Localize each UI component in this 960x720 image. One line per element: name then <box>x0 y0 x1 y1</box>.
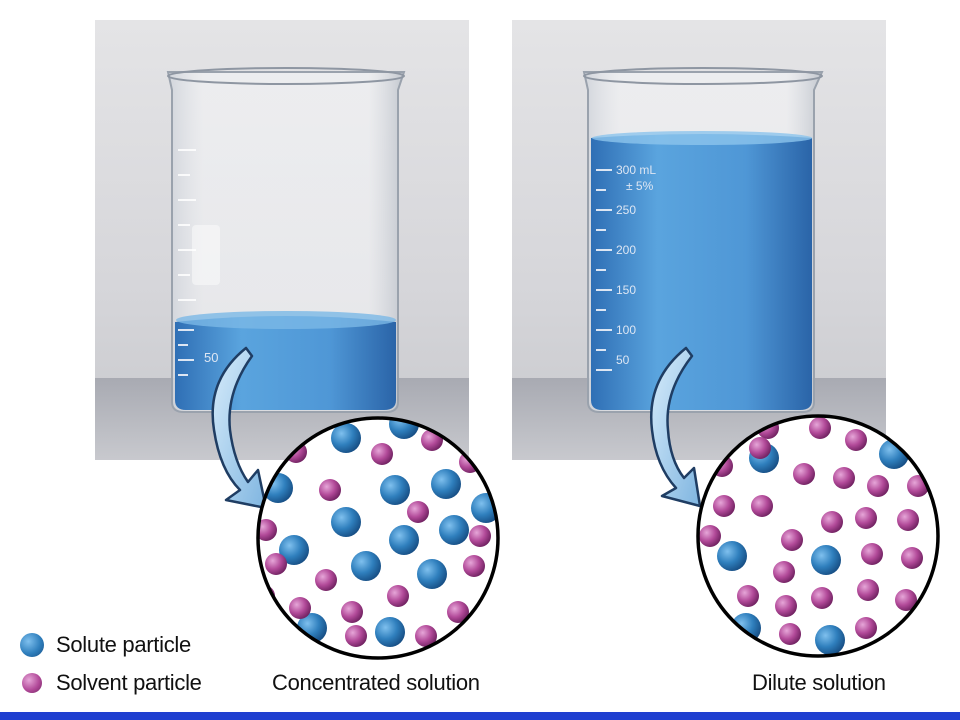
solvent-particle <box>867 475 889 497</box>
solvent-particle <box>775 595 797 617</box>
solute-particle <box>351 551 381 581</box>
solvent-particle <box>447 601 469 623</box>
solvent-particle <box>751 495 773 517</box>
dilute-particles <box>699 417 929 655</box>
solvent-particle <box>895 589 917 611</box>
solvent-particle <box>857 579 879 601</box>
solvent-particle <box>821 511 843 533</box>
solvent-particle <box>371 443 393 465</box>
solvent-particle <box>855 507 877 529</box>
dilute-caption: Dilute solution <box>752 670 886 695</box>
solute-particle <box>815 625 845 655</box>
solvent-particle <box>289 597 311 619</box>
dilute-marking-tolerance: ± 5% <box>626 179 654 193</box>
solute-particle <box>279 535 309 565</box>
solvent-particle <box>415 625 437 647</box>
solute-particle <box>811 545 841 575</box>
solvent-particle <box>407 501 429 523</box>
solvent-particle <box>265 553 287 575</box>
concentrated-beaker-photo: 50 <box>95 20 469 460</box>
solvent-particle <box>713 495 735 517</box>
solvent-particle <box>855 617 877 639</box>
solvent-particle <box>793 463 815 485</box>
dilute-marking-200: 200 <box>616 243 636 257</box>
solvent-dot-icon <box>22 673 42 693</box>
solvent-particle <box>699 525 721 547</box>
solute-particle <box>717 541 747 571</box>
solute-particle <box>375 617 405 647</box>
bottom-accent-bar <box>0 712 960 720</box>
solute-particle <box>439 515 469 545</box>
legend-solvent: Solvent particle <box>20 670 202 696</box>
solvent-particle <box>341 601 363 623</box>
solvent-particle <box>779 623 801 645</box>
solute-particle <box>417 559 447 589</box>
solute-label: Solute particle <box>56 632 191 657</box>
legend-solute: Solute particle <box>20 632 191 658</box>
dilute-beaker-photo: 300 mL ± 5% 250 200 150 100 50 <box>512 20 886 460</box>
solute-particle <box>431 469 461 499</box>
dilute-marking-150: 150 <box>616 283 636 297</box>
solvent-particle <box>749 437 771 459</box>
solvent-label: Solvent particle <box>56 670 202 695</box>
solvent-particle <box>315 569 337 591</box>
concentrated-beaker-marking: 50 <box>204 350 218 365</box>
dilute-marking-100: 100 <box>616 323 636 337</box>
dilute-marking-50: 50 <box>616 353 630 367</box>
solute-particle <box>389 418 419 439</box>
solute-particle <box>331 507 361 537</box>
solute-dot-icon <box>20 633 44 657</box>
solvent-particle <box>345 625 367 647</box>
solvent-particle <box>845 429 867 451</box>
solute-particle <box>389 525 419 555</box>
dilute-marking-250: 250 <box>616 203 636 217</box>
solvent-particle <box>773 561 795 583</box>
solvent-particle <box>901 547 923 569</box>
solute-particle <box>331 423 361 453</box>
solvent-particle <box>781 529 803 551</box>
solvent-particle <box>463 555 485 577</box>
solvent-particle <box>387 585 409 607</box>
dilute-marking-300: 300 mL <box>616 163 656 177</box>
zoom-arrow-right <box>650 346 702 508</box>
solvent-particle <box>861 543 883 565</box>
solvent-particle <box>809 417 831 439</box>
concentrated-caption: Concentrated solution <box>272 670 480 695</box>
solute-particle <box>380 475 410 505</box>
solvent-particle <box>737 585 759 607</box>
solvent-particle <box>319 479 341 501</box>
solvent-particle <box>897 509 919 531</box>
solvent-particle <box>833 467 855 489</box>
solvent-particle <box>469 525 491 547</box>
solvent-particle <box>811 587 833 609</box>
zoom-arrow-left <box>211 346 268 510</box>
